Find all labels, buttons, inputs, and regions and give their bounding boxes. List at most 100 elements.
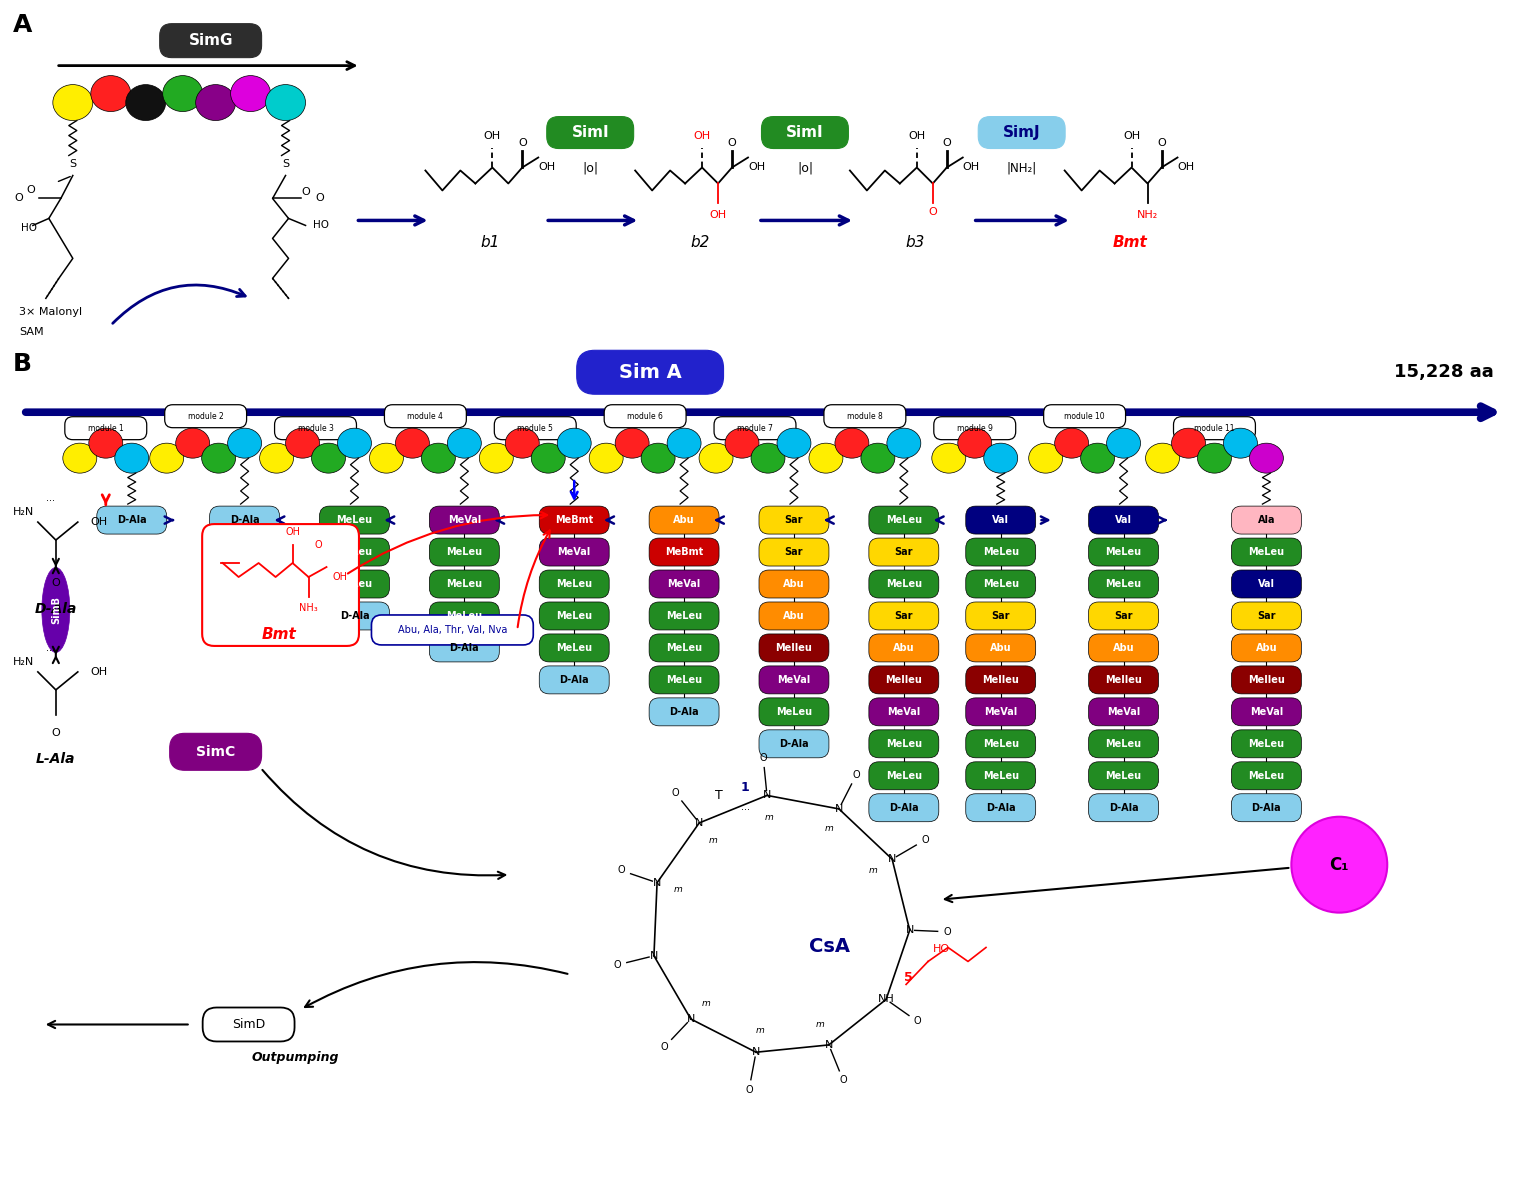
Text: Sar: Sar — [784, 548, 803, 557]
Ellipse shape — [505, 428, 540, 458]
Ellipse shape — [266, 85, 306, 120]
Text: MeBmt: MeBmt — [664, 548, 704, 557]
Text: module 5: module 5 — [517, 424, 553, 433]
Text: MeVal: MeVal — [448, 516, 480, 525]
Text: HO: HO — [21, 223, 36, 234]
Ellipse shape — [590, 444, 623, 473]
Ellipse shape — [1081, 444, 1114, 473]
Text: module 1: module 1 — [88, 424, 123, 433]
Text: O: O — [728, 138, 736, 148]
Text: N: N — [825, 1040, 833, 1050]
FancyBboxPatch shape — [1231, 570, 1301, 598]
Text: SAM: SAM — [18, 327, 44, 337]
Ellipse shape — [699, 444, 733, 473]
Text: O: O — [14, 194, 23, 203]
Text: MeLeu: MeLeu — [982, 771, 1018, 781]
FancyBboxPatch shape — [965, 506, 1035, 535]
FancyBboxPatch shape — [371, 615, 534, 645]
Text: Abu: Abu — [1113, 643, 1134, 653]
Text: MeVal: MeVal — [888, 707, 921, 717]
Text: MeVal: MeVal — [667, 579, 701, 589]
Text: m: m — [702, 998, 710, 1008]
FancyBboxPatch shape — [965, 730, 1035, 758]
FancyBboxPatch shape — [1088, 666, 1158, 694]
Text: D-Ala: D-Ala — [559, 675, 590, 684]
Text: MeIleu: MeIleu — [1248, 675, 1284, 684]
FancyBboxPatch shape — [869, 570, 939, 598]
Text: SimG: SimG — [188, 33, 233, 48]
Text: OH: OH — [909, 131, 926, 140]
Text: OH: OH — [538, 163, 555, 172]
FancyBboxPatch shape — [97, 506, 167, 535]
FancyBboxPatch shape — [319, 506, 389, 535]
Text: 15,228 aa: 15,228 aa — [1394, 363, 1494, 381]
FancyBboxPatch shape — [758, 730, 828, 758]
Text: MeLeu: MeLeu — [666, 643, 702, 653]
Text: N: N — [649, 951, 658, 961]
Text: 5: 5 — [904, 971, 912, 984]
Text: N: N — [834, 804, 844, 814]
FancyBboxPatch shape — [965, 602, 1035, 630]
FancyBboxPatch shape — [979, 117, 1066, 149]
FancyBboxPatch shape — [965, 538, 1035, 566]
Text: MeLeu: MeLeu — [886, 771, 923, 781]
Text: N: N — [695, 818, 704, 828]
FancyBboxPatch shape — [758, 697, 828, 726]
Ellipse shape — [1224, 428, 1257, 458]
Text: MeLeu: MeLeu — [336, 579, 372, 589]
Text: Val: Val — [1116, 516, 1132, 525]
Text: O: O — [316, 194, 324, 203]
Text: MeLeu: MeLeu — [775, 707, 812, 717]
Ellipse shape — [667, 428, 701, 458]
Text: MeIleu: MeIleu — [982, 675, 1018, 684]
Text: Sar: Sar — [895, 548, 914, 557]
Ellipse shape — [149, 444, 184, 473]
Text: MeVal: MeVal — [1249, 707, 1283, 717]
Text: D-Ala: D-Ala — [339, 611, 369, 621]
FancyBboxPatch shape — [1088, 602, 1158, 630]
Ellipse shape — [1055, 428, 1088, 458]
Ellipse shape — [860, 444, 895, 473]
Ellipse shape — [53, 85, 93, 120]
FancyBboxPatch shape — [869, 730, 939, 758]
Text: Sar: Sar — [1257, 611, 1275, 621]
Ellipse shape — [228, 428, 261, 458]
Ellipse shape — [447, 428, 482, 458]
Text: ...: ... — [740, 802, 749, 812]
Text: O: O — [1157, 138, 1166, 148]
Text: L-Ala: L-Ala — [36, 752, 76, 766]
FancyBboxPatch shape — [1088, 634, 1158, 662]
Text: Abu, Ala, Thr, Val, Nva: Abu, Ala, Thr, Val, Nva — [398, 625, 508, 635]
Text: OH: OH — [1123, 131, 1140, 140]
Text: MeLeu: MeLeu — [336, 516, 372, 525]
Text: module 10: module 10 — [1064, 412, 1105, 421]
FancyBboxPatch shape — [210, 538, 280, 566]
Text: O: O — [745, 1084, 752, 1095]
FancyBboxPatch shape — [965, 762, 1035, 789]
FancyBboxPatch shape — [869, 762, 939, 789]
Text: b1: b1 — [480, 236, 500, 250]
FancyBboxPatch shape — [65, 417, 147, 440]
Text: OH: OH — [333, 572, 348, 582]
Text: OH: OH — [693, 131, 711, 140]
Text: MeLeu: MeLeu — [556, 611, 593, 621]
Text: 3× Malonyl: 3× Malonyl — [18, 307, 82, 317]
Text: N: N — [763, 791, 771, 800]
Ellipse shape — [1029, 444, 1062, 473]
Text: O: O — [672, 788, 679, 798]
Text: O: O — [839, 1075, 847, 1086]
Text: OH: OH — [483, 131, 502, 140]
FancyBboxPatch shape — [1088, 506, 1158, 535]
FancyBboxPatch shape — [965, 634, 1035, 662]
Ellipse shape — [62, 444, 97, 473]
Text: O: O — [613, 961, 620, 970]
Text: S: S — [283, 158, 289, 169]
Text: Sar: Sar — [895, 611, 914, 621]
Text: Abu: Abu — [990, 643, 1011, 653]
FancyBboxPatch shape — [824, 405, 906, 427]
Ellipse shape — [725, 428, 758, 458]
Circle shape — [1292, 817, 1388, 912]
Text: NH₃: NH₃ — [299, 603, 318, 612]
FancyBboxPatch shape — [1231, 634, 1301, 662]
Text: |NH₂|: |NH₂| — [1006, 162, 1037, 175]
